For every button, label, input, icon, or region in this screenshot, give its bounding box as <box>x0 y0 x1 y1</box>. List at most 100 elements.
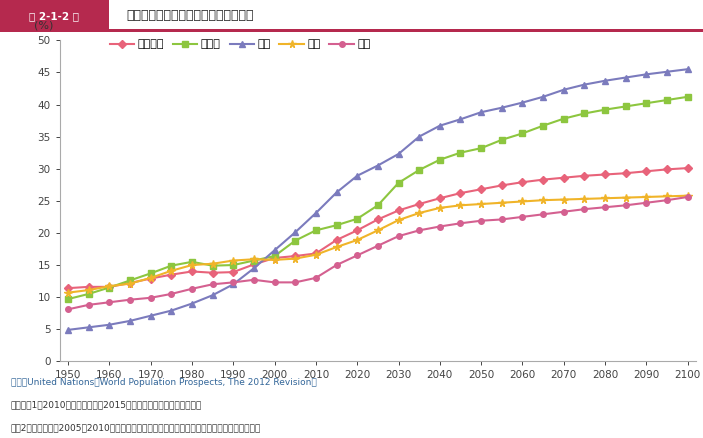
フランス <box>498 183 506 188</box>
日本 <box>539 94 548 99</box>
日本 <box>580 82 588 87</box>
ドイツ <box>456 150 465 155</box>
フランス <box>291 254 299 259</box>
日本 <box>642 72 650 77</box>
フランス <box>208 270 217 276</box>
米国 <box>250 277 258 283</box>
ドイツ <box>188 259 196 265</box>
米国 <box>683 194 692 200</box>
フランス <box>250 262 258 267</box>
英国 <box>291 256 299 261</box>
日本 <box>498 105 506 110</box>
米国 <box>374 243 382 248</box>
フランス <box>560 175 568 180</box>
フランス <box>518 180 527 185</box>
英国 <box>498 200 506 205</box>
英国 <box>126 281 134 286</box>
英国 <box>208 261 217 266</box>
米国 <box>394 233 403 239</box>
ドイツ <box>84 291 93 297</box>
ドイツ <box>518 131 527 136</box>
ドイツ <box>498 137 506 142</box>
日本 <box>146 313 155 318</box>
英国 <box>683 193 692 198</box>
英国 <box>353 237 361 243</box>
フランス <box>188 269 196 274</box>
英国 <box>580 196 588 201</box>
米国 <box>105 300 114 305</box>
Line: 米国: 米国 <box>65 194 690 312</box>
ドイツ <box>167 263 176 268</box>
米国 <box>601 205 610 210</box>
Text: 主要国の高齢比率推移（実績・予測）: 主要国の高齢比率推移（実績・予測） <box>127 9 254 22</box>
日本 <box>84 325 93 330</box>
ドイツ <box>64 297 72 302</box>
日本 <box>167 308 176 313</box>
日本 <box>601 78 610 83</box>
フランス <box>126 280 134 286</box>
フランス <box>394 208 403 213</box>
ドイツ <box>229 262 238 268</box>
英国 <box>105 283 114 289</box>
ドイツ <box>394 180 403 185</box>
日本 <box>436 123 444 128</box>
英国 <box>456 203 465 208</box>
英国 <box>436 205 444 211</box>
米国 <box>188 286 196 291</box>
米国 <box>642 200 650 205</box>
フランス <box>64 286 72 291</box>
ドイツ <box>436 157 444 162</box>
日本 <box>333 190 341 195</box>
米国 <box>539 212 548 217</box>
米国 <box>498 217 506 222</box>
米国 <box>518 214 527 219</box>
日本 <box>518 100 527 105</box>
フランス <box>146 276 155 281</box>
日本 <box>394 151 403 156</box>
ドイツ <box>601 107 610 112</box>
Line: ドイツ: ドイツ <box>65 94 690 302</box>
米国 <box>126 297 134 302</box>
フランス <box>601 172 610 177</box>
英国 <box>601 196 610 201</box>
フランス <box>580 173 588 178</box>
米国 <box>167 291 176 297</box>
日本 <box>683 67 692 72</box>
Text: 第 2-1-2 図: 第 2-1-2 図 <box>30 11 79 21</box>
フランス <box>84 284 93 290</box>
ドイツ <box>683 94 692 99</box>
日本 <box>291 230 299 235</box>
米国 <box>271 280 279 285</box>
日本 <box>188 301 196 306</box>
米国 <box>663 198 671 203</box>
日本 <box>271 247 279 253</box>
米国 <box>436 224 444 229</box>
ドイツ <box>250 258 258 263</box>
米国 <box>456 221 465 226</box>
日本 <box>663 69 671 74</box>
フランス <box>683 166 692 171</box>
米国 <box>208 282 217 287</box>
ドイツ <box>415 167 423 173</box>
フランス <box>642 169 650 174</box>
英国 <box>64 290 72 295</box>
フランス <box>105 284 114 290</box>
米国 <box>291 280 299 285</box>
フランス <box>621 170 630 176</box>
日本 <box>126 318 134 324</box>
米国 <box>333 262 341 268</box>
米国 <box>621 203 630 208</box>
フランス <box>456 191 465 196</box>
米国 <box>64 307 72 312</box>
フランス <box>374 217 382 222</box>
ドイツ <box>560 116 568 121</box>
英国 <box>250 257 258 262</box>
Text: 2．定常予測：2005～2010年の合計特殊出生率が今後も維持されると仮定した際の予測。: 2．定常予測：2005～2010年の合計特殊出生率が今後も維持されると仮定した際… <box>11 423 261 432</box>
英国 <box>311 252 320 258</box>
日本 <box>208 293 217 298</box>
米国 <box>311 275 320 280</box>
Line: 日本: 日本 <box>65 66 691 333</box>
フランス <box>353 228 361 233</box>
英国 <box>621 195 630 200</box>
Text: (%): (%) <box>34 21 53 31</box>
